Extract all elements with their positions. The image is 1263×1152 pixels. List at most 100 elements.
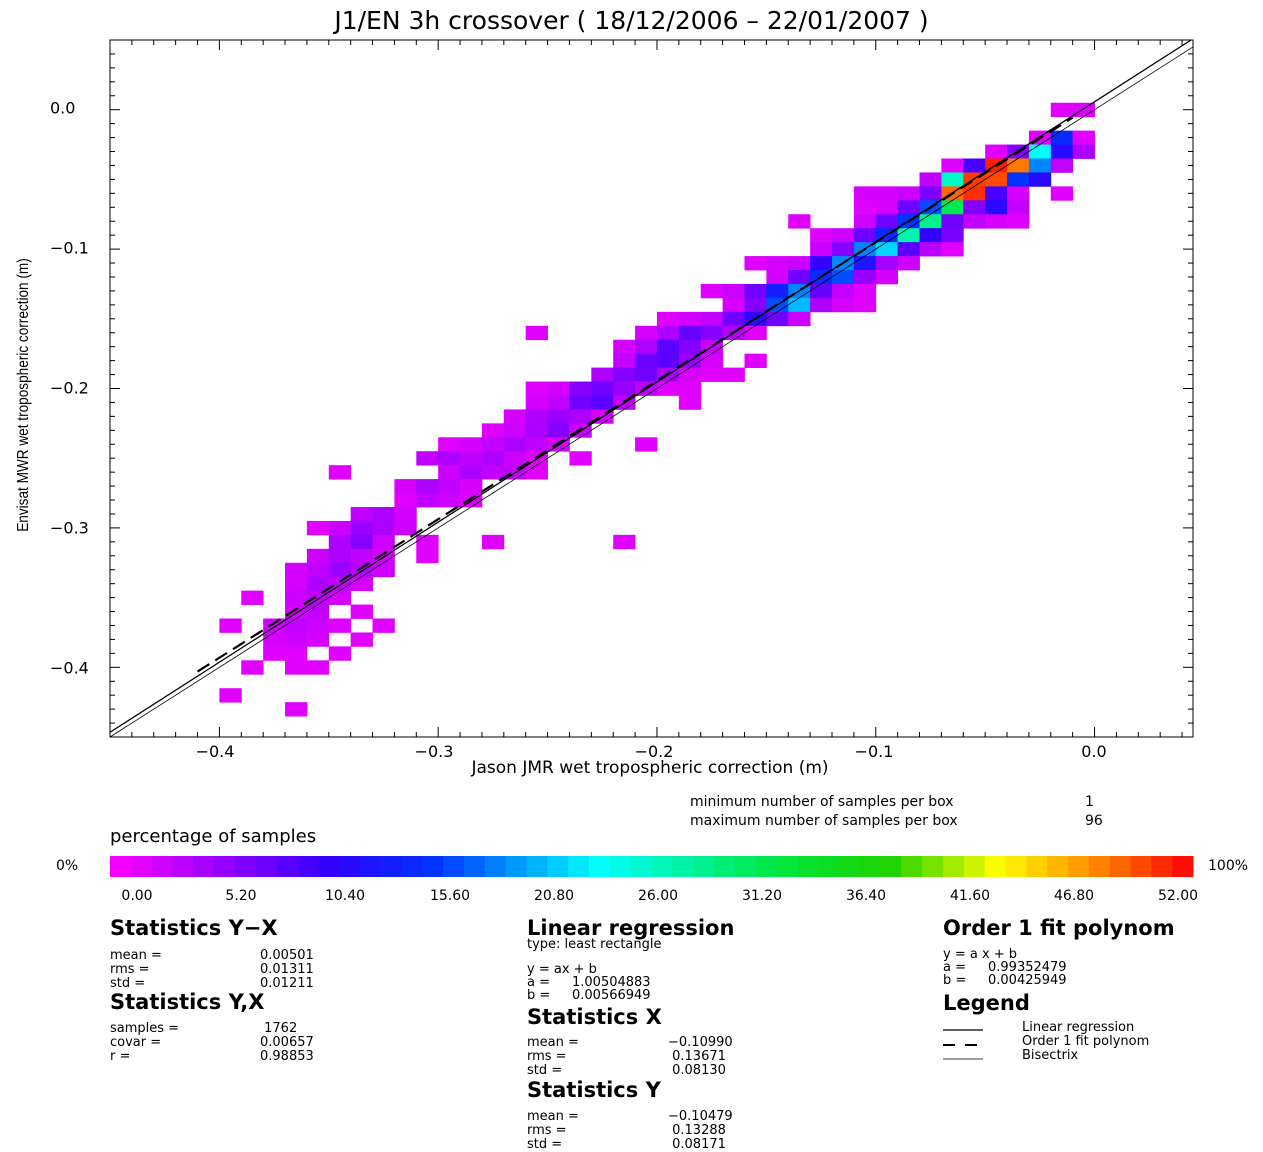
heatmap-cell: [656, 325, 680, 341]
colorbar-tick: 41.60: [949, 888, 991, 904]
heatmap-cell: [438, 479, 461, 494]
y-tick-label: −0.2: [50, 378, 89, 398]
max-samples-label: maximum number of samples per box: [690, 813, 958, 829]
heatmap-cell: [832, 228, 855, 243]
colorbar-segment: [401, 856, 423, 877]
heatmap-cell: [416, 534, 439, 550]
heatmap-cell: [503, 451, 527, 466]
stats-yx-diff-values: 0.00501 0.01311 0.01211: [260, 948, 314, 991]
linear-regression-equation: y = ax + b: [527, 962, 597, 977]
colorbar-tick: 26.00: [637, 888, 679, 904]
stats-x-values: −0.10990 0.13671 0.08130: [668, 1035, 733, 1078]
colorbar-segment: [1005, 856, 1027, 877]
colorbar-segment: [776, 856, 798, 877]
colorbar-tick: 10.40: [324, 888, 366, 904]
heatmap-cell: [766, 270, 789, 285]
linear-regression-b-value: 0.00566949: [572, 988, 651, 1003]
heatmap-cell: [569, 381, 592, 396]
heatmap-cell: [919, 214, 942, 229]
y-axis-label: Envisat MWR wet tropospheric correction …: [15, 258, 32, 532]
heatmap-cell: [875, 270, 899, 285]
colorbar-segment: [1109, 856, 1132, 877]
heatmap-cell: [1028, 158, 1052, 173]
heatmap-cell: [832, 297, 855, 313]
stats-yx-diff-labels: mean = rms = std =: [110, 948, 162, 991]
heatmap-cell: [328, 520, 352, 536]
heatmap-cell: [678, 381, 702, 396]
heatmap-cell: [853, 256, 877, 271]
heatmap-cell: [525, 325, 548, 341]
stats-y-values: −0.10479 0.13288 0.08171: [668, 1109, 733, 1152]
heatmap-cell: [438, 493, 461, 508]
heatmap-cell: [635, 325, 658, 341]
regression-lines: [109, 39, 1194, 738]
heatmap-cell: [394, 520, 417, 536]
heatmap-cell: [919, 186, 942, 201]
heatmap-cell: [853, 228, 877, 243]
heatmap-cell: [678, 395, 702, 410]
stats-x-labels: mean = rms = std =: [527, 1035, 579, 1078]
heatmap-cell: [766, 311, 789, 327]
heatmap-cell: [306, 590, 330, 605]
heatmap-cell: [525, 381, 548, 396]
colorbar-segment: [818, 856, 840, 877]
heatmap-cell: [241, 590, 264, 605]
heatmap-cell: [613, 534, 636, 550]
heatmap-cell: [350, 562, 373, 578]
heatmap-cell: [525, 437, 548, 452]
colorbar-segment: [755, 856, 777, 877]
heatmap-cell: [306, 562, 330, 578]
heatmap-cell: [591, 395, 614, 410]
max-samples-value: 96: [1085, 813, 1103, 829]
colorbar-tick: 52.00: [1157, 888, 1199, 904]
heatmap-cell: [744, 256, 767, 271]
colorbar-segment: [110, 856, 132, 877]
heatmap-cell: [722, 297, 745, 313]
colorbar-segment: [734, 856, 757, 877]
heatmap-cell: [503, 409, 527, 424]
colorbar-tick: 5.20: [225, 888, 257, 904]
heatmap-cell: [306, 576, 330, 592]
colorbar-segment: [464, 856, 486, 877]
heatmap-cell: [285, 604, 308, 619]
heatmap-cell: [985, 200, 1008, 215]
heatmap-cell: [985, 186, 1008, 201]
colorbar-segment: [547, 856, 569, 877]
colorbar-segment: [630, 856, 652, 877]
y-tick-label: 0.0: [50, 98, 76, 118]
heatmap-cell: [328, 590, 352, 605]
heatmap-cell: [678, 367, 702, 382]
heatmap-cell: [722, 367, 745, 382]
heatmap-cell: [744, 297, 767, 313]
heatmap-cell: [985, 214, 1008, 229]
heatmap-cell: [438, 465, 461, 480]
heatmap-cell: [1007, 214, 1030, 229]
heatmap-cell: [569, 395, 592, 410]
heatmap-cell: [241, 660, 264, 675]
heatmap-cell: [700, 283, 724, 299]
heatmap-cell: [919, 242, 942, 257]
heatmap-cell: [853, 214, 877, 229]
heatmap-cell: [810, 283, 833, 299]
heatmap-cell: [263, 632, 286, 647]
heatmap-cell: [525, 465, 548, 480]
heatmap-cell: [613, 339, 636, 355]
heatmap-cell: [832, 283, 855, 299]
heatmap-cell: [853, 186, 877, 201]
heatmap-cell: [481, 465, 505, 480]
heatmap-cell: [306, 548, 330, 564]
heatmap-cell: [766, 283, 789, 299]
heatmap-cell: [897, 228, 920, 243]
heatmap-cell: [853, 200, 877, 215]
min-samples-label: minimum number of samples per box: [690, 794, 954, 810]
order1-fit-equation: y = a x + b: [943, 947, 1018, 962]
order1-fit-a-label: a =: [943, 960, 966, 975]
heatmap-cell: [1050, 144, 1074, 159]
colorbar: [110, 856, 1194, 877]
heatmap-cell: [656, 339, 680, 355]
colorbar-segment: [651, 856, 673, 877]
heatmap-cell: [919, 228, 942, 243]
heatmap-cell: [503, 423, 527, 438]
colorbar-segment: [589, 856, 611, 877]
heatmap-cell: [897, 256, 920, 271]
